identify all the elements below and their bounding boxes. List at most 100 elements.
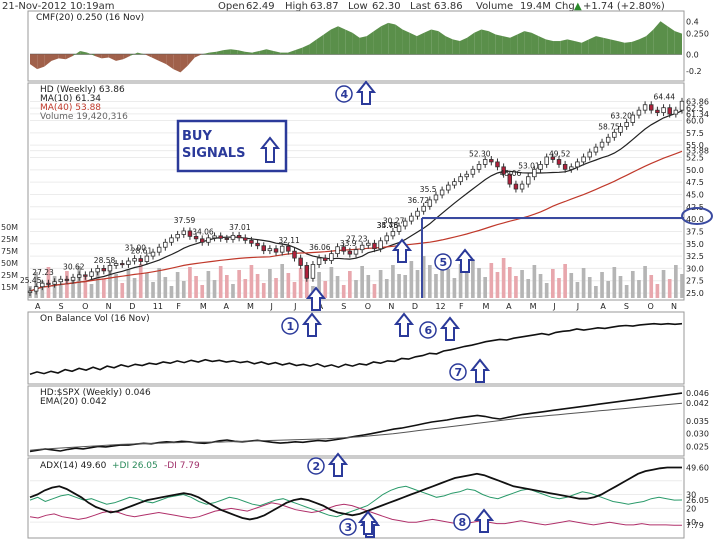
- volume-bar: [557, 278, 561, 298]
- cmf-segment: [352, 32, 360, 55]
- volume-y-tick-label: 75M: [1, 247, 18, 256]
- cmf-segment: [660, 21, 668, 55]
- candle-body: [667, 107, 672, 115]
- x-axis-label: J: [270, 302, 273, 311]
- volume-bar: [317, 272, 321, 298]
- x-axis-label: F: [459, 302, 464, 311]
- buy-signals-line2: SIGNALS: [182, 146, 245, 161]
- header-chg: +1.74 (+2.80%): [583, 1, 665, 12]
- volume-bar: [483, 277, 487, 298]
- volume-bar: [587, 277, 592, 298]
- volume-bar: [163, 277, 168, 298]
- candle-body: [482, 159, 488, 165]
- price-label: 37.59: [174, 216, 196, 225]
- candle-body: [390, 231, 396, 237]
- price-label: 30.27: [383, 216, 405, 225]
- cmf-segment: [151, 54, 159, 61]
- volume-bar: [575, 282, 580, 298]
- x-axis-label: 11: [153, 302, 163, 311]
- candle-body: [544, 156, 549, 165]
- cmf-segment: [359, 36, 367, 55]
- cmf-segment: [180, 54, 188, 73]
- price-label: 31.00: [125, 244, 147, 253]
- cmf-segment: [323, 29, 331, 55]
- price-label: 52.30: [469, 149, 491, 158]
- volume-bar: [157, 268, 161, 298]
- header-low-label: Low: [348, 1, 368, 12]
- volume-bar: [126, 269, 131, 298]
- candle-body: [556, 159, 562, 165]
- candle-body: [126, 260, 131, 265]
- volume-bar: [606, 281, 611, 298]
- candle-body: [636, 109, 642, 116]
- volume-bar: [630, 271, 635, 298]
- candle-body: [243, 237, 248, 241]
- candle-body: [605, 136, 611, 143]
- price-y-tick-label: 55.0: [686, 141, 704, 150]
- volume-bar: [452, 278, 457, 298]
- volume-bar: [138, 264, 143, 298]
- candle-body: [132, 258, 137, 262]
- candle-body: [470, 168, 476, 175]
- candle-body: [255, 242, 260, 247]
- cmf-segment: [524, 31, 532, 55]
- x-axis-label: O: [647, 302, 653, 311]
- relative-y-tick-label: 0.025: [686, 442, 709, 451]
- cmf-segment: [123, 54, 131, 60]
- x-axis-ticks: ASOND11FMAMJJASOND12FMAMJJASON: [35, 302, 677, 311]
- price-label: 25.45: [20, 276, 42, 285]
- price-label: 30.62: [63, 262, 85, 271]
- cmf-segment: [137, 52, 145, 55]
- candle-body: [46, 282, 51, 285]
- volume-bar: [101, 279, 106, 298]
- candle-body: [409, 215, 414, 222]
- signal-marker-number: 1: [287, 320, 295, 333]
- signal-marker-arrow: [439, 316, 461, 341]
- price-label: 28.58: [94, 256, 116, 265]
- candle-body: [335, 246, 340, 255]
- candle-body: [199, 238, 205, 243]
- candle-body: [501, 166, 506, 175]
- grid-lines: [30, 53, 682, 523]
- price-panel-frame: [27, 82, 685, 301]
- volume-bar: [421, 256, 426, 298]
- candle-body: [378, 240, 383, 250]
- candle-body: [323, 257, 328, 261]
- cmf-segment: [130, 52, 138, 56]
- volume-y-tick-label: 50M: [1, 259, 18, 268]
- price-label: 34.46: [377, 221, 399, 230]
- relative-legend-ema: EMA(20) 0.042: [40, 397, 107, 407]
- x-axis-label: J: [576, 302, 579, 311]
- price-label: 32.11: [278, 236, 300, 245]
- adx-title: ADX(14) 49.60: [40, 461, 107, 471]
- cmf-segment: [438, 31, 446, 55]
- volume-bar: [95, 270, 100, 298]
- signal-marker-circle: [307, 457, 325, 475]
- price-y-tick-label: 52.5: [686, 153, 704, 162]
- volume-bar: [237, 270, 241, 298]
- price-label: 35.75: [377, 221, 399, 230]
- volume-bar: [323, 281, 328, 298]
- candle-body: [292, 250, 297, 259]
- cmf-segment: [409, 32, 417, 55]
- buy-signals-box: BUY SIGNALS: [176, 119, 288, 173]
- signal-marker-arrow: [454, 248, 476, 273]
- candle-body: [89, 271, 94, 277]
- candle-body: [396, 225, 402, 232]
- candle-body: [206, 237, 211, 243]
- candle-body: [439, 189, 445, 196]
- obv-panel-frame: [27, 311, 685, 385]
- candle-body: [618, 126, 623, 133]
- buy-signals-line1: BUY: [182, 129, 212, 144]
- relative-title: HD:$SPX (Weekly) 0.046: [40, 388, 151, 398]
- cmf-segment: [51, 54, 59, 61]
- minus-di-line: [29, 502, 682, 526]
- candle-body: [415, 210, 420, 217]
- volume-bar: [83, 275, 88, 298]
- volume-bars: [28, 256, 684, 298]
- volume-bar: [544, 283, 549, 298]
- volume-bar: [348, 271, 352, 298]
- signal-marker-number: 7: [455, 366, 463, 379]
- cmf-segment: [94, 54, 102, 59]
- cmf-segment: [209, 51, 217, 55]
